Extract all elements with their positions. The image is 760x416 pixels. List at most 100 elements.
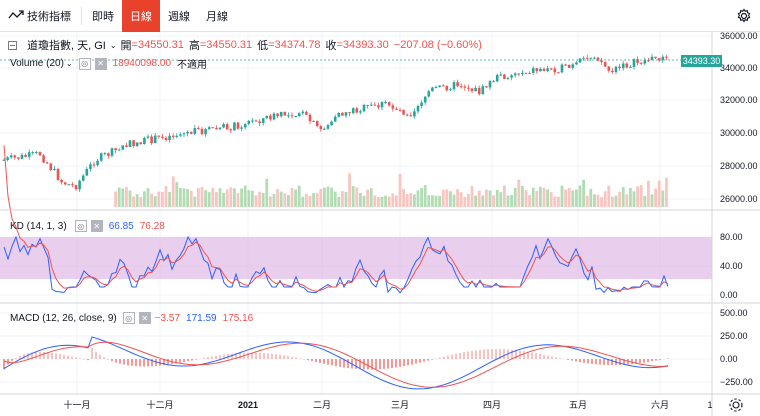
chevron-down-icon[interactable]: ⌄ [65,59,73,68]
volume-bar [542,187,546,207]
interval-label: 即時 [92,10,114,23]
candle-body [643,60,647,64]
volume-bar [445,189,449,207]
candle-body [49,163,53,170]
remove-close-icon[interactable]: ✕ [90,220,103,232]
settings-icon-bottom[interactable] [729,398,743,412]
volume-bar [373,195,377,207]
candle-body [330,121,333,126]
candle-body [67,184,71,186]
volume-bar [351,186,355,207]
volume-title[interactable]: Volume (20) [10,58,64,69]
candle-body [387,102,391,106]
volume-bar [359,192,362,207]
candle-body [236,122,240,129]
chevron-down-icon[interactable]: ⌄ [109,40,117,50]
time-axis-label: 六月 [651,399,669,410]
candle-body [31,152,35,154]
candle-body [290,115,294,117]
macd-axis-label: 0.00 [720,354,738,364]
volume-bar [503,185,506,207]
macd-axis-label: 500.00 [720,308,748,318]
volume-bar [161,191,164,207]
volume-bar [175,182,179,207]
candle-body [578,58,582,63]
volume-bar [607,185,611,207]
candle-body [510,75,513,78]
candle-body [629,66,632,68]
candle-body [157,135,161,137]
volume-bar [459,192,463,207]
interval-daily-button[interactable]: 日線 [122,0,160,32]
volume-bar [333,191,337,207]
volume-bar [290,187,294,207]
volume-bar [369,188,373,207]
candle-body [85,168,89,176]
chart-canvas[interactable]: 36000.00 34000.00 32000.00 30000.00 28000.00… [0,32,760,416]
price-axis-label: 36000.00 [720,32,758,41]
candle-body [297,113,301,117]
volume-bar [305,193,308,207]
volume-bar [211,188,215,207]
volume-bar [387,196,391,207]
settings-gear-icon[interactable] [736,8,752,24]
candle-body [279,111,283,117]
volume-bar [549,192,553,207]
volume-bar [395,195,398,207]
candle-body [323,128,326,130]
kd-legend: KD (14, 1, 3) ◎ ✕ 66.85 76.28 [10,220,165,232]
candle-body [128,140,132,147]
remove-close-icon[interactable]: ✕ [138,312,151,324]
last-price-tag: 34393.30 [681,55,722,67]
candle-body [222,124,225,128]
candle-body [175,135,179,137]
volume-bar [625,194,629,207]
candle-body [35,152,38,154]
volume-bar [251,190,254,207]
candle-body [546,68,549,71]
volume-bar [114,191,117,207]
volume-bar [470,185,474,207]
interval-realtime-button[interactable]: 即時 [84,0,122,32]
symbol-title[interactable]: 道瓊指數, 天, GI [27,40,106,52]
interval-monthly-button[interactable]: 月線 [198,0,236,32]
chart-area[interactable]: 36000.00 34000.00 32000.00 30000.00 28000.00… [0,32,760,416]
candle-body [535,68,539,72]
candle-body [161,136,164,138]
interval-weekly-button[interactable]: 週線 [160,0,198,32]
candle-body [225,124,229,130]
candle-body [301,111,305,114]
candle-body [423,96,427,103]
candle-body [539,68,542,72]
candle-body [110,148,114,156]
macd-title[interactable]: MACD (12, 26, close, 9) [10,312,117,324]
volume-bar [557,196,560,207]
indicators-button[interactable]: 技術指標 [0,0,79,32]
volume-bar [294,189,297,207]
volume-bar [125,187,128,207]
candle-body [603,62,607,67]
remove-close-icon[interactable]: ✕ [94,57,107,70]
visibility-eye-icon[interactable]: ◎ [122,312,135,324]
visibility-eye-icon[interactable]: ◎ [78,57,91,70]
volume-bar [164,186,168,207]
volume-bar [362,195,366,207]
volume-bar [261,192,265,207]
candle-body [240,127,243,129]
candle-body [81,175,85,181]
candle-body [402,110,405,115]
volume-bar [546,189,549,207]
candle-body [6,157,9,160]
volume-bar [510,194,513,207]
volume-bar [654,188,657,207]
indicators-label: 技術指標 [27,10,71,23]
kd-title[interactable]: KD (14, 1, 3) [10,220,67,232]
collapse-icon[interactable] [8,40,17,50]
volume-value: 18940098.00 [112,58,172,69]
candle-body [143,137,146,145]
volume-bar [301,196,305,207]
volume-bar [603,191,607,207]
candle-body [636,59,639,63]
candle-body [391,105,395,109]
visibility-eye-icon[interactable]: ◎ [74,220,87,232]
